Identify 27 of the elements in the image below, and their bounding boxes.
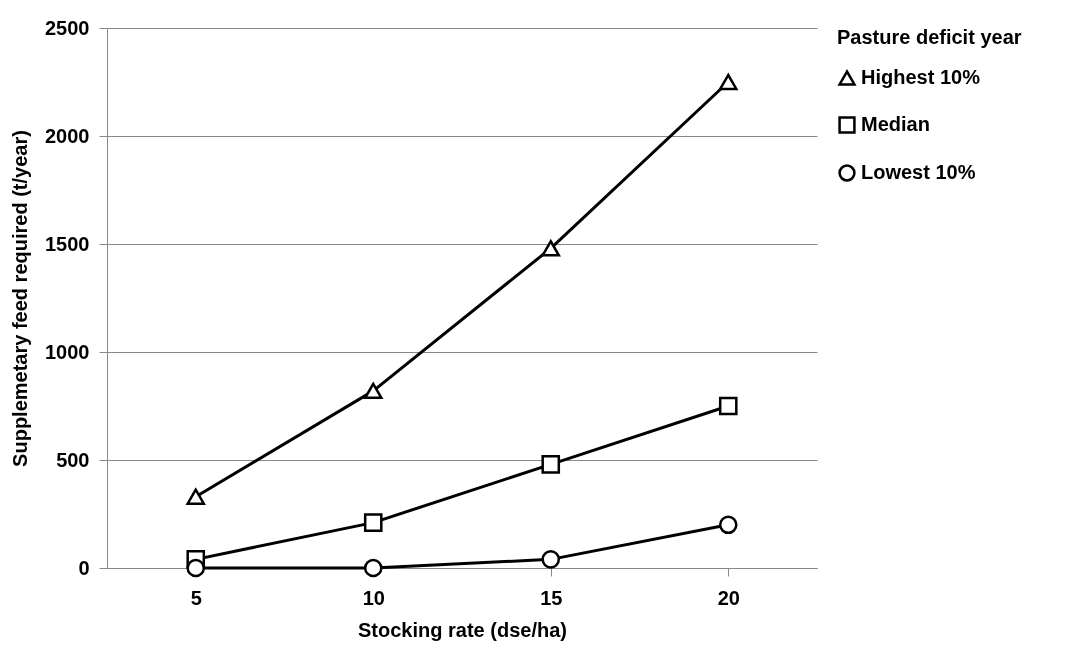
- point: [363, 558, 383, 578]
- y-tick-label: 0: [78, 556, 90, 579]
- x-axis-title: Stocking rate (dse/ha): [358, 618, 567, 641]
- point: [541, 455, 561, 474]
- point: [186, 558, 206, 578]
- point: [186, 488, 206, 505]
- x-tick-label: 15: [540, 586, 563, 609]
- y-tick-label: 2000: [45, 124, 90, 147]
- point: [541, 240, 561, 257]
- y-tick-label: 2500: [45, 16, 90, 39]
- point: [718, 515, 738, 535]
- legend-label: Highest 10%: [861, 66, 981, 88]
- y-tick-label: 500: [56, 448, 90, 471]
- legend-title: Pasture deficit year: [837, 26, 1022, 48]
- y-axis-title: Supplemetary feed required (t/year): [9, 130, 32, 467]
- x-tick-label: 20: [717, 586, 740, 609]
- legend-label: Median: [861, 113, 930, 135]
- point: [541, 550, 561, 569]
- y-tick-label: 1500: [45, 232, 90, 255]
- x-tick-label: 10: [362, 586, 385, 609]
- point: [363, 513, 383, 532]
- y-tick-label: 1000: [45, 340, 90, 363]
- legend-label: Lowest 10%: [861, 161, 976, 183]
- point: [363, 382, 383, 400]
- x-tick-label: 5: [190, 586, 202, 609]
- point: [718, 396, 738, 416]
- point: [718, 73, 738, 91]
